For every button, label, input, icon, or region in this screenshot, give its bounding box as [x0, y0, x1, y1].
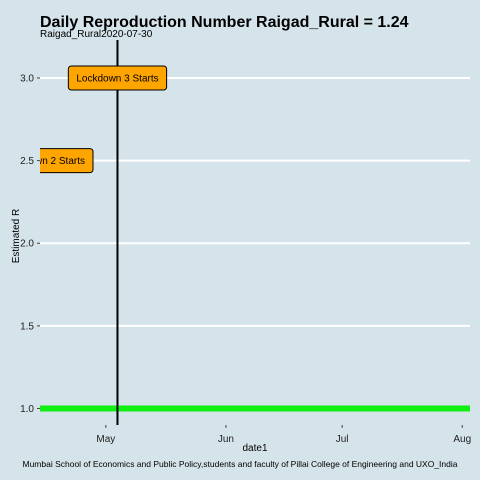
x-tick-label: Jun [218, 434, 234, 445]
annotation-layer: Lockdown 3 Starts Lockdown 2 Starts [3, 65, 168, 174]
chart-caption: Mumbai School of Economics and Public Po… [22, 459, 457, 469]
y-tick-label: 1.0 [20, 404, 34, 415]
chart-subtitle: Raigad_Rural2020-07-30 [40, 29, 153, 40]
y-axis-ticks: 1.0 1.5 2.0 2.5 3.0 [20, 74, 40, 415]
annotation-box [40, 148, 94, 174]
y-tick-label: 1.5 [20, 321, 34, 332]
annotation-label: Lockdown 3 Starts [67, 65, 168, 91]
x-axis-ticks: May Jun Jul Aug [96, 425, 471, 445]
y-tick-label: 2.5 [20, 156, 34, 167]
x-tick-label: Jul [336, 434, 349, 445]
annotation-label: Lockdown 2 Starts [3, 148, 94, 174]
annotation-text: Lockdown 2 Starts [3, 156, 85, 167]
y-tick-label: 3.0 [20, 74, 34, 85]
annotation-box [67, 65, 168, 91]
chart-title: Daily Reproduction Number Raigad_Rural =… [40, 14, 409, 31]
annotation-text: Lockdown 3 Starts [76, 74, 158, 85]
y-tick-label: 2.0 [20, 239, 34, 250]
x-tick-label: May [96, 434, 115, 445]
x-tick-label: Aug [453, 434, 471, 445]
y-axis-label: Estimated R [11, 209, 22, 263]
x-axis-label: date1 [242, 443, 267, 454]
